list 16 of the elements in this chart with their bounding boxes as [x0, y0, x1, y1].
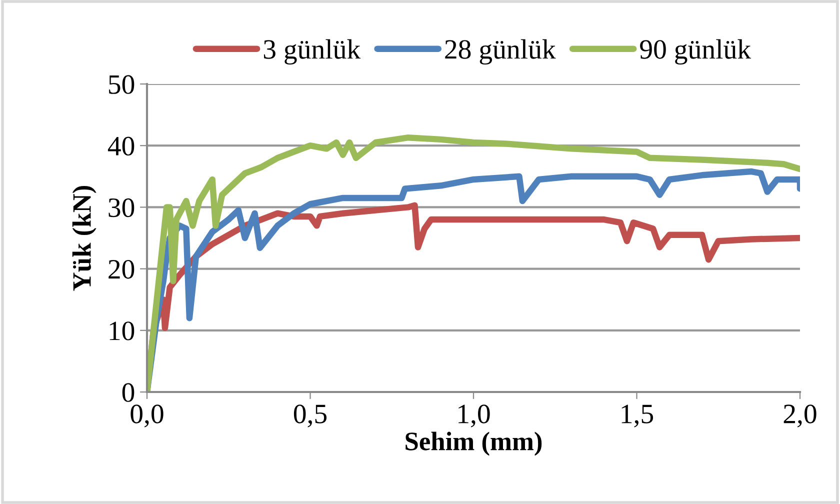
x-tick-label: 2,0 [784, 404, 816, 428]
x-tick-label: 1,0 [458, 404, 490, 428]
legend-label: 28 günlük [445, 39, 556, 65]
y-tick-label: 40 [108, 136, 134, 156]
x-axis-title: Sehim (mm) [406, 432, 542, 456]
x-tick-label: 0,0 [130, 404, 164, 428]
y-tick-label: 10 [110, 322, 134, 340]
y-tick-label: 20 [108, 260, 134, 279]
legend-label: 3 günlük [264, 39, 361, 65]
y-tick-label: 0 [122, 383, 134, 402]
x-tick-label: 0,5 [294, 404, 327, 428]
x-tick-label: 1,5 [622, 404, 654, 428]
y-tick-label: 30 [108, 198, 134, 218]
y-axis-title: Yük (kN) [72, 186, 96, 291]
legend-label: 90 günlük [640, 39, 752, 65]
y-tick-label: 50 [109, 75, 134, 94]
